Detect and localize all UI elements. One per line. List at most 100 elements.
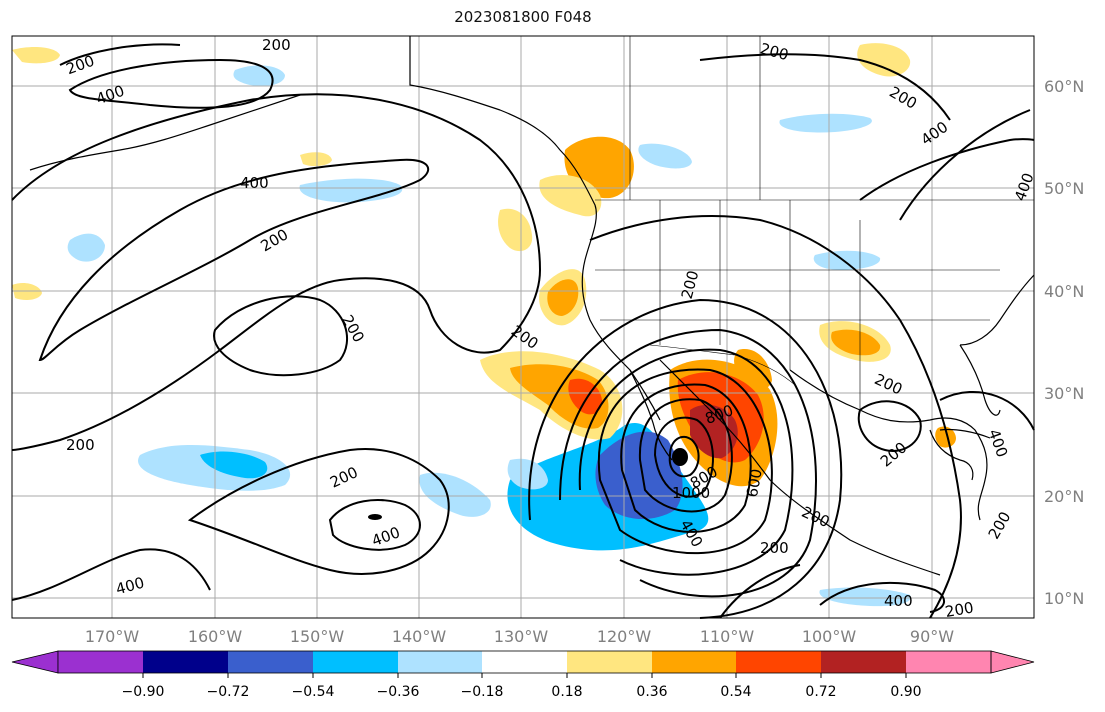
contour-label-400: 400	[884, 592, 913, 610]
colorbar-tick-label: 0.54	[720, 684, 751, 700]
coast-gulf	[789, 369, 988, 521]
contour-200-mex	[528, 298, 843, 619]
contour-hurricane-3	[638, 398, 733, 513]
contour-hurricane-1	[668, 435, 700, 478]
yellow-blob-bc	[539, 175, 602, 217]
colorbar-segment-4	[313, 651, 398, 673]
yellow-blob-npac	[300, 152, 332, 167]
lon-label-130w: 130°W	[494, 627, 549, 646]
contour-label-200: 200	[944, 598, 975, 621]
colorbar-tick-label: 0.72	[805, 684, 836, 700]
gridlines	[12, 36, 1034, 618]
colorbar-tick-label: −0.72	[207, 684, 250, 700]
contour-400-hawaii	[328, 499, 421, 551]
blue-blob-saskatch	[638, 143, 692, 169]
contour-200-east	[859, 138, 1035, 201]
colorbar-extend-right	[990, 650, 1035, 674]
colorbar-segment-6	[482, 651, 567, 673]
lon-label-110w: 110°W	[700, 627, 755, 646]
contour-200-alaska	[68, 58, 274, 109]
colorbar-segment-11	[906, 651, 991, 673]
blue-core-strong	[595, 431, 683, 520]
contour-label-200: 200	[760, 539, 789, 557]
contour-hurricane-5	[597, 368, 773, 555]
lat-label-10n: 10°N	[1044, 589, 1084, 608]
colorbar-segment-10	[821, 651, 906, 673]
coast-cuba	[939, 428, 991, 439]
blue-blob-hudson	[779, 113, 872, 133]
orange-blob-canada	[857, 43, 911, 77]
contour-label-1000: 1000	[672, 484, 710, 502]
yellow-blob-ak	[12, 282, 42, 301]
colorbar-segment-7	[567, 651, 652, 673]
coast-baja	[629, 369, 673, 461]
contour-200-west	[11, 548, 211, 601]
colorbar-segment-8	[652, 651, 736, 673]
hurricane-center-marker	[672, 448, 688, 466]
coast-florida	[959, 344, 1001, 416]
contour-hurricane-4	[620, 383, 752, 533]
lat-label-40n: 40°N	[1044, 282, 1084, 301]
colorbar-tick-label: −0.54	[292, 684, 335, 700]
contour-label-600: 600	[743, 467, 766, 498]
contour-400-south	[819, 581, 945, 613]
contour-400-alaska	[59, 43, 181, 66]
blue-blob-central	[419, 472, 491, 517]
colorbar-tick-label: 0.90	[890, 684, 921, 700]
lon-label-90w: 90°W	[910, 627, 954, 646]
longitude-labels: 170°W 160°W 150°W 140°W 130°W 120°W 110°…	[85, 627, 954, 646]
colorbar-segment-5	[398, 651, 482, 673]
coast-east	[959, 274, 1035, 346]
orange-blob-gulf-core	[831, 329, 881, 356]
colorbar-segment-9	[736, 651, 821, 673]
contour-400-mex	[559, 328, 817, 598]
colorbar-segment-2	[143, 651, 228, 673]
yellow-blob-nw	[12, 47, 60, 64]
colorbar: −0.90 −0.72 −0.54 −0.36 −0.18 0.18 0.36 …	[11, 650, 1035, 700]
colorbar-segment-1	[58, 651, 143, 673]
colorbar-extend-left	[11, 650, 59, 674]
contour-200-npac	[11, 93, 542, 451]
coast-mexico-west	[659, 359, 941, 576]
latitude-labels: 60°N 50°N 40°N 30°N 20°N 10°N	[1044, 77, 1084, 608]
blue-blob-hawaii-core	[200, 451, 268, 479]
blue-blob-tropic	[507, 458, 548, 490]
contour-200-midpac	[213, 295, 349, 377]
lon-label-160w: 160°W	[188, 627, 243, 646]
contour-200-us	[589, 215, 962, 619]
colorbar-tick-label: 0.18	[551, 684, 582, 700]
colorbar-ticks	[142, 673, 907, 678]
map-frame	[11, 35, 1035, 619]
lat-label-30n: 30°N	[1044, 384, 1084, 403]
blue-blob-plains	[813, 250, 881, 270]
contour-600	[578, 348, 794, 576]
blue-blob-westpac	[67, 233, 105, 262]
contour-400-npac	[38, 158, 430, 362]
colorbar-tick-label: −0.18	[461, 684, 504, 700]
lat-label-60n: 60°N	[1044, 77, 1084, 96]
colorbar-tick-label: −0.90	[122, 684, 165, 700]
colorbar-outline	[57, 650, 992, 674]
coast-aleutians	[29, 94, 301, 171]
colorbar-tick-label: −0.36	[377, 684, 420, 700]
contour-400-gulf	[939, 391, 1035, 431]
contour-200-gulf	[857, 400, 922, 452]
pacific-low-marker	[368, 514, 382, 520]
map-title: 2023081800 F048	[454, 8, 592, 26]
red-core-strong	[690, 404, 738, 459]
yellow-blob-oregon	[498, 208, 533, 252]
contour-label-200: 200	[262, 36, 291, 54]
contour-200-canada	[699, 53, 951, 121]
lon-label-170w: 170°W	[85, 627, 140, 646]
orange-blob-nevada-core	[547, 279, 579, 316]
lon-label-140w: 140°W	[392, 627, 447, 646]
height-contours	[11, 43, 1035, 619]
contour-400-canada	[899, 109, 1031, 221]
contour-hurricane-2	[653, 416, 714, 498]
lon-label-120w: 120°W	[597, 627, 652, 646]
colorbar-segment-3	[228, 651, 313, 673]
lon-label-150w: 150°W	[290, 627, 345, 646]
contour-label-200: 200	[66, 436, 95, 454]
lat-label-50n: 50°N	[1044, 179, 1084, 198]
